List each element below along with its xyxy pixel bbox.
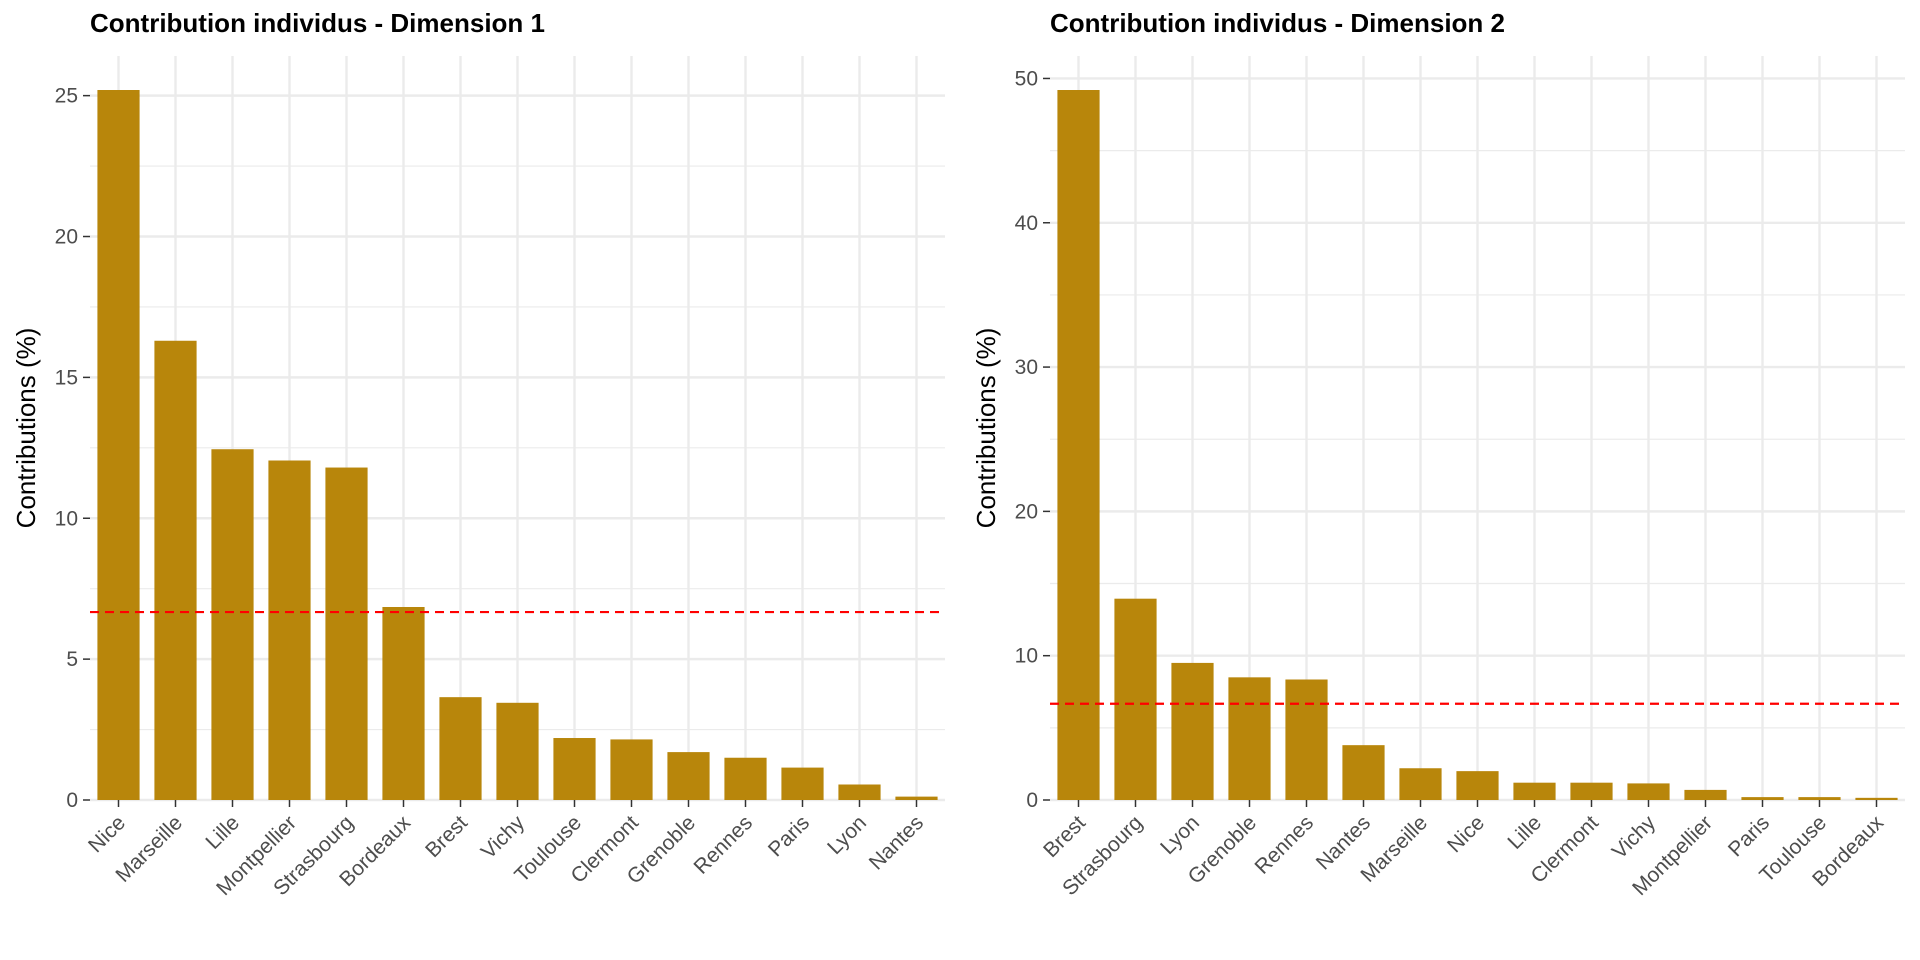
bar-lille xyxy=(211,449,254,800)
y-tick-label: 40 xyxy=(1015,212,1038,235)
bar-vichy xyxy=(1627,783,1670,800)
chart-panel-dimension-2: 0 10 20 30 40 50 Brest Strasbourg Lyon Grenoble Re… xyxy=(960,0,1920,960)
bar-clermont xyxy=(1570,782,1613,800)
y-tick-label: 10 xyxy=(1015,645,1038,668)
y-tick-label: 0 xyxy=(1026,789,1038,812)
bar-brest xyxy=(1057,90,1100,800)
x-tick-label: Vichy xyxy=(477,811,530,864)
bar-clermont xyxy=(610,739,653,800)
bar-toulouse xyxy=(1798,797,1841,800)
x-tick-label: Brest xyxy=(421,811,472,862)
bar-marseille xyxy=(1399,768,1442,800)
y-axis-label: Contributions (%) xyxy=(971,328,1001,529)
bar-lyon xyxy=(838,784,881,800)
bar-paris xyxy=(781,767,824,800)
x-tick-label: Lyon xyxy=(1156,811,1204,859)
bar-grenoble xyxy=(1228,677,1271,800)
bar-bordeaux xyxy=(382,607,425,800)
bar-bordeaux xyxy=(1855,797,1898,800)
bar-rennes xyxy=(1285,679,1328,800)
x-tick-label: Nice xyxy=(1443,811,1489,857)
bar-lyon xyxy=(1171,662,1214,800)
chart-panel-dimension-1: 0 5 10 15 20 25 Nice Marseille Lille Montpellier S… xyxy=(11,8,945,900)
bar-vichy xyxy=(496,702,539,800)
y-tick-label: 30 xyxy=(1015,356,1038,379)
bar-marseille xyxy=(154,340,197,800)
y-tick-label: 20 xyxy=(1015,500,1038,523)
y-axis-label: Contributions (%) xyxy=(11,328,41,529)
x-tick-label: Paris xyxy=(1724,811,1774,861)
x-tick-label: Brest xyxy=(1039,811,1090,862)
x-tick-label: Rennes xyxy=(690,811,757,878)
bar-nice xyxy=(1456,771,1499,800)
bar-rennes xyxy=(724,757,767,800)
x-tick-label: Nantes xyxy=(865,811,928,874)
y-tick-label: 0 xyxy=(66,789,78,812)
chart-title: Contribution individus - Dimension 1 xyxy=(90,8,545,38)
bar-strasbourg xyxy=(325,467,368,800)
x-tick-label: Nice xyxy=(84,811,130,857)
chart-title: Contribution individus - Dimension 2 xyxy=(1050,8,1505,38)
x-tick-label: Rennes xyxy=(1251,811,1318,878)
x-tick-label: Lille xyxy=(1503,811,1546,854)
x-tick-label: Lyon xyxy=(823,811,871,859)
bar-lille xyxy=(1513,782,1556,800)
y-tick-label: 5 xyxy=(66,648,78,671)
bar-nantes xyxy=(895,796,938,800)
bar-paris xyxy=(1741,797,1784,800)
y-tick-label: 25 xyxy=(55,85,78,108)
y-tick-label: 20 xyxy=(55,226,78,249)
bar-montpellier xyxy=(268,460,311,800)
bar-nice xyxy=(97,90,140,800)
x-tick-label: Lille xyxy=(201,811,244,854)
bar-grenoble xyxy=(667,752,710,800)
bar-toulouse xyxy=(553,738,596,800)
x-tick-label: Paris xyxy=(764,811,814,861)
y-tick-label: 10 xyxy=(55,507,78,530)
bar-nantes xyxy=(1342,745,1385,800)
bar-montpellier xyxy=(1684,789,1727,800)
y-tick-label: 50 xyxy=(1015,67,1038,90)
bar-brest xyxy=(439,697,482,800)
y-tick-label: 15 xyxy=(55,366,78,389)
bar-strasbourg xyxy=(1114,598,1157,800)
x-tick-label: Vichy xyxy=(1608,811,1661,864)
